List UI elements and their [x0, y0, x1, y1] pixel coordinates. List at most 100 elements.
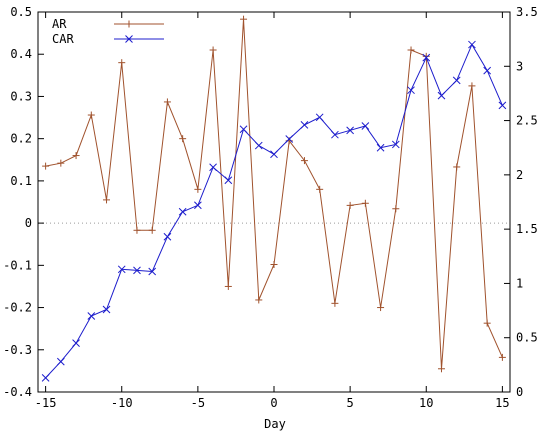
y-right-tick-label: 1 — [516, 276, 523, 290]
x-tick-label: 5 — [347, 396, 354, 410]
car-data-point-d2 — [148, 267, 157, 276]
ar-data-point — [468, 82, 476, 90]
car-data-point — [194, 201, 202, 210]
car-data-point — [209, 163, 217, 172]
car-data-point — [483, 66, 492, 75]
car-data-point — [224, 176, 233, 185]
y-left-tick-label: -0.2 — [3, 301, 32, 315]
car-data-point — [117, 265, 126, 274]
ar-data-point — [194, 185, 202, 193]
x-tick-label: -5 — [191, 396, 205, 410]
y-right-tick-label: 3.5 — [516, 5, 538, 19]
car-data-point — [300, 121, 309, 129]
ar-data-point — [316, 185, 324, 193]
ticks-group: -15 -10 -5 0 5 10 15-0.4-0.3-0.2-0.100.10.20.3… — [3, 5, 538, 410]
ar-data-point — [331, 299, 339, 307]
car-data-point-d2 — [407, 86, 415, 95]
car-data-point — [346, 126, 354, 135]
car-data-point — [331, 130, 339, 139]
car-data-point — [407, 86, 415, 95]
ar-data-point — [42, 162, 50, 170]
legend-label-ar: AR — [52, 17, 67, 31]
ar-data-point — [300, 157, 308, 165]
car-data-point — [72, 339, 80, 347]
car-data-point-d2 — [56, 357, 65, 366]
car-data-point — [239, 125, 248, 134]
x-tick-label: -15 — [35, 396, 57, 410]
x-axis-title: Day — [264, 417, 286, 431]
ar-data-point — [453, 163, 461, 171]
car-data-point — [178, 207, 187, 216]
y-left-tick-label: 0.2 — [10, 132, 32, 146]
ar-data-point — [437, 365, 445, 373]
car-data-point — [87, 312, 96, 320]
car-data-point-d2 — [452, 76, 461, 85]
car-data-point — [41, 374, 50, 382]
car-data-point-d2 — [209, 163, 217, 172]
car-data-point — [102, 305, 111, 314]
y-right-tick-label: 0 — [516, 385, 523, 399]
car-data-point-d2 — [102, 305, 111, 314]
ar-data-point — [87, 111, 95, 119]
plot-frame — [37, 11, 511, 393]
car-data-point-d2 — [178, 207, 187, 216]
car-data-point-d2 — [41, 374, 50, 382]
car-data-point-d2 — [270, 150, 278, 159]
y-right-tick-label: 1.5 — [516, 222, 538, 236]
y-right-tick-label: 2 — [516, 168, 523, 182]
car-data-point — [498, 101, 507, 110]
ar-data-point — [407, 46, 415, 54]
y-left-tick-label: 0 — [25, 216, 32, 230]
car-data-point-d2 — [468, 40, 476, 49]
ar-data-point — [270, 260, 278, 268]
car-data-point-d2 — [285, 135, 294, 143]
y-left-tick-label: 0.5 — [10, 5, 32, 19]
x-tick-label: -10 — [111, 396, 133, 410]
ar-data-point — [163, 98, 171, 106]
car-data-point-d2 — [483, 66, 492, 75]
ar-data-point — [72, 152, 80, 160]
car-data-point — [391, 140, 400, 149]
ar-data-point — [118, 59, 126, 67]
ar-data-point — [392, 205, 400, 213]
car-data-point-d2 — [300, 121, 309, 129]
series-group — [41, 15, 507, 382]
y-left-tick-label: -0.1 — [3, 258, 32, 272]
car-data-point-d2 — [117, 265, 126, 274]
car-data-point-d2 — [194, 201, 202, 210]
car-data-point-d2 — [315, 113, 324, 122]
car-data-point-d2 — [163, 232, 172, 241]
car-data-point-d2 — [133, 266, 141, 275]
car-data-point-d2 — [331, 130, 339, 139]
ar-data-point — [179, 135, 187, 143]
car-data-point — [56, 357, 65, 366]
y-right-tick-label: 0.5 — [516, 331, 538, 345]
car-data-point-d2 — [72, 339, 80, 347]
ar-data-point — [498, 353, 506, 361]
ar-data-point — [57, 159, 65, 167]
x-tick-label: 0 — [270, 396, 277, 410]
ar-series-line — [45, 19, 503, 369]
car-data-point-d2 — [254, 141, 263, 150]
car-data-point — [285, 135, 294, 143]
car-data-point — [468, 40, 476, 49]
car-data-point-d2 — [437, 91, 446, 100]
legend-marker-car-d2 — [125, 35, 133, 43]
y-right-tick-label: 2.5 — [516, 114, 538, 128]
y-left-tick-label: 0.4 — [10, 47, 32, 61]
plot-frame-group — [37, 11, 511, 393]
car-data-point-d2 — [224, 176, 233, 185]
car-data-point-d2 — [239, 125, 248, 134]
car-data-point-d2 — [87, 312, 96, 320]
car-data-point-d2 — [361, 122, 370, 130]
y-left-tick-label: -0.4 — [3, 385, 32, 399]
ar-data-point — [103, 196, 111, 204]
car-data-point — [376, 143, 385, 152]
car-data-point — [452, 76, 461, 85]
car-data-point — [422, 53, 431, 62]
car-data-point — [270, 150, 278, 159]
car-data-point — [361, 122, 370, 130]
